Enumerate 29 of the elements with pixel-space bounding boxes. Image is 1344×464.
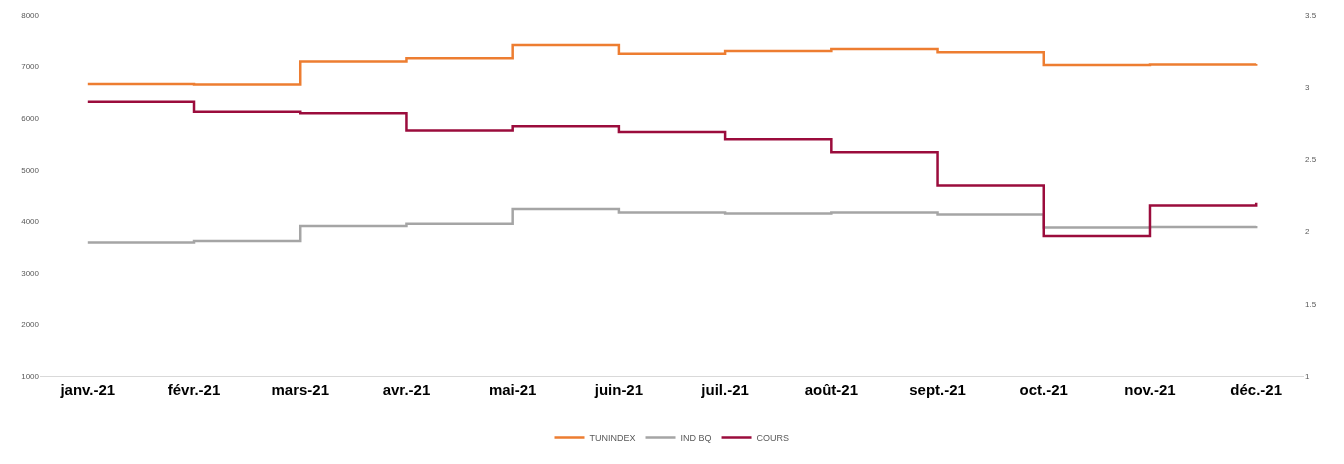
y-tick-label: 7000 bbox=[21, 62, 40, 72]
y2-tick-label: 3.5 bbox=[1305, 10, 1317, 20]
legend-label: IND BQ bbox=[680, 432, 712, 443]
x-tick-label: août-21 bbox=[804, 381, 858, 398]
x-tick-label: mars-21 bbox=[271, 381, 330, 398]
x-tick-label: mai-21 bbox=[488, 381, 537, 398]
x-tick-label: sept.-21 bbox=[909, 381, 966, 398]
legend-label: TUNINDEX bbox=[589, 432, 636, 443]
legend-label: COURS bbox=[756, 432, 790, 443]
y-tick-label: 4000 bbox=[21, 217, 40, 227]
y2-tick-label: 2.5 bbox=[1305, 155, 1317, 165]
x-tick-label: déc.-21 bbox=[1230, 381, 1283, 398]
y-tick-label: 6000 bbox=[21, 113, 40, 123]
x-tick-label: juin-21 bbox=[593, 381, 644, 398]
y-tick-label: 2000 bbox=[21, 320, 40, 330]
x-tick-label: janv.-21 bbox=[59, 381, 116, 398]
y-tick-label: 5000 bbox=[21, 165, 40, 175]
x-tick-label: oct.-21 bbox=[1019, 381, 1068, 398]
x-tick-label: juil.-21 bbox=[700, 381, 749, 398]
y2-tick-label: 1 bbox=[1305, 371, 1310, 381]
y-tick-label: 8000 bbox=[21, 10, 40, 20]
y2-tick-label: 1.5 bbox=[1305, 299, 1317, 309]
y-tick-label: 1000 bbox=[21, 371, 40, 381]
x-tick-label: nov.-21 bbox=[1124, 381, 1176, 398]
y2-tick-label: 3 bbox=[1305, 83, 1310, 92]
x-tick-label: févr.-21 bbox=[167, 381, 221, 398]
y2-tick-label: 2 bbox=[1305, 227, 1310, 237]
y-tick-label: 3000 bbox=[21, 268, 40, 278]
x-tick-label: avr.-21 bbox=[382, 381, 431, 398]
